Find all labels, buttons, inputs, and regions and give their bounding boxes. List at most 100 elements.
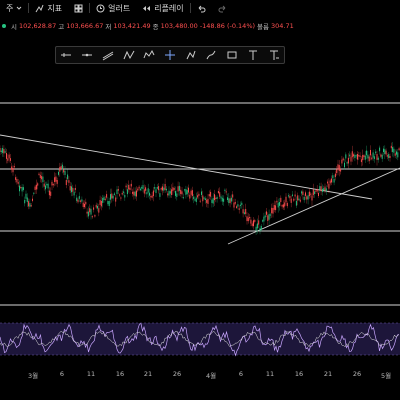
candle-body [111, 193, 113, 199]
interval-menu[interactable]: 주 [0, 0, 28, 16]
candle-body [375, 151, 377, 154]
candle-body [43, 183, 45, 187]
candle-body [351, 151, 353, 158]
candle-body [355, 155, 357, 157]
redo-button[interactable] [212, 0, 233, 16]
candle-body [295, 200, 297, 206]
candle-body [100, 201, 102, 207]
candle-body [13, 166, 15, 168]
candle-body [377, 157, 379, 160]
candle-body [125, 185, 127, 188]
anchored-text-tool[interactable] [267, 48, 281, 62]
candle-body [82, 202, 84, 208]
candle-body [384, 149, 386, 155]
candle-body [306, 196, 308, 200]
candle-body [54, 177, 56, 183]
cursor-line-tool[interactable] [59, 48, 73, 62]
candle-body [115, 197, 117, 202]
candle-body [151, 195, 153, 198]
candle-body [341, 159, 343, 164]
candle-body [58, 171, 59, 175]
candle-body [308, 191, 310, 197]
time-axis-label: 3월 [27, 372, 39, 380]
indicators-button[interactable]: 지표 [29, 0, 68, 16]
candle-body [380, 154, 382, 157]
candle-body [123, 191, 124, 193]
candle-body [224, 189, 226, 191]
candle-body [333, 178, 335, 183]
candle-body [2, 147, 4, 153]
candle-body [251, 223, 253, 226]
crosshair-tool[interactable] [163, 48, 177, 62]
candle-body [354, 154, 356, 159]
candle-body [203, 197, 205, 199]
volume-label: 볼륨 [257, 23, 270, 31]
candle-body [138, 186, 140, 189]
undo-icon [198, 5, 206, 12]
candle-body [80, 200, 82, 202]
candle-body [245, 208, 247, 214]
candle-body [65, 180, 67, 186]
trend-lines-tool[interactable] [101, 48, 115, 62]
pattern-icon [143, 49, 155, 59]
candle-body [132, 191, 134, 194]
candle-body [328, 183, 330, 189]
time-axis-label: 11 [265, 370, 275, 378]
candle-body [186, 190, 188, 195]
candle-body [373, 156, 375, 160]
candle-body [321, 188, 323, 192]
candle-body [202, 195, 204, 202]
undo-button[interactable] [191, 0, 212, 16]
pattern-tool[interactable] [142, 48, 156, 62]
descending-trend-line[interactable] [0, 134, 373, 200]
candle-body [8, 154, 10, 159]
candle-body [240, 204, 241, 206]
text-tool[interactable] [246, 48, 260, 62]
divider [89, 3, 91, 13]
alert-button[interactable]: 얼러트 [90, 0, 136, 16]
redo-icon [218, 5, 226, 12]
candle-body [74, 188, 76, 190]
candle-body [91, 216, 93, 218]
replay-button[interactable]: 리플레이 [136, 0, 189, 16]
ascending-trend-line[interactable] [227, 167, 400, 245]
candle-body [198, 193, 200, 196]
layout-button[interactable] [68, 0, 89, 16]
candle-body [219, 192, 221, 197]
candle-body [165, 188, 167, 191]
candle-body [67, 174, 69, 180]
candle-body [263, 216, 265, 222]
candle-body [388, 154, 390, 158]
rsi-band [0, 323, 400, 355]
rectangle-tool[interactable] [225, 48, 239, 62]
candle-body [340, 169, 342, 172]
candle-body [29, 203, 31, 207]
horizontal-line-tool[interactable] [80, 48, 94, 62]
candle-body [46, 183, 48, 186]
candle-body [124, 194, 126, 198]
candle-body [249, 217, 251, 219]
candle-body [277, 202, 279, 208]
brush-tool[interactable] [204, 48, 218, 62]
candle-body [98, 208, 100, 213]
candle-body [193, 196, 195, 199]
high-label: 고 [58, 23, 65, 31]
zigzag-tool[interactable] [122, 48, 136, 62]
candle-body [364, 155, 366, 160]
candle-body [81, 199, 83, 202]
candle-body [184, 189, 186, 191]
candle-body [55, 176, 57, 182]
candle-body [61, 164, 63, 170]
candle-body [136, 190, 137, 197]
candle-body [236, 206, 238, 209]
crosshair-icon [164, 50, 175, 60]
candle-body [272, 208, 274, 214]
path-tool[interactable] [184, 48, 198, 62]
candle-body [319, 186, 321, 190]
candle-body [379, 147, 381, 152]
candle-body [323, 188, 325, 190]
candle-body [228, 198, 230, 203]
candle-body [160, 188, 162, 190]
candle-body [264, 215, 266, 218]
